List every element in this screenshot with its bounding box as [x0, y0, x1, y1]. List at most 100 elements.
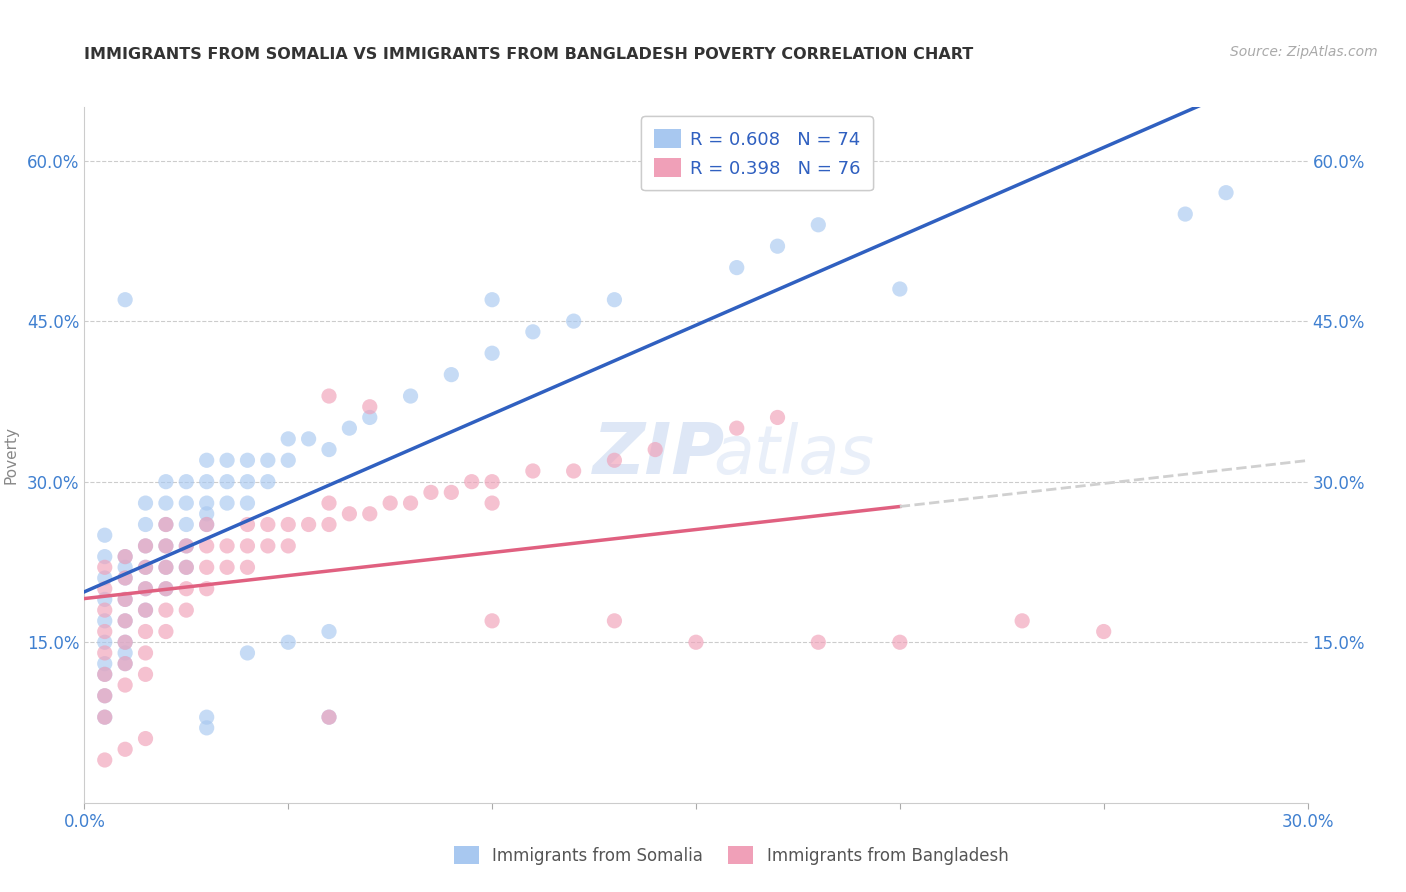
Point [318, 710, 340, 724]
Point [155, 582, 177, 596]
Point [359, 410, 381, 425]
Point [1215, 186, 1237, 200]
Point [562, 464, 585, 478]
Point [155, 517, 177, 532]
Point [195, 475, 218, 489]
Point [217, 539, 239, 553]
Point [155, 496, 177, 510]
Point [135, 646, 157, 660]
Point [114, 592, 136, 607]
Point [766, 239, 789, 253]
Point [155, 539, 177, 553]
Point [114, 549, 136, 564]
Point [135, 667, 157, 681]
Point [522, 325, 544, 339]
Point [217, 475, 239, 489]
Text: atlas: atlas [713, 422, 875, 488]
Point [1092, 624, 1115, 639]
Point [562, 314, 585, 328]
Point [195, 582, 218, 596]
Point [889, 635, 911, 649]
Point [236, 517, 259, 532]
Point [481, 293, 503, 307]
Point [135, 539, 157, 553]
Y-axis label: Poverty: Poverty [4, 425, 18, 484]
Point [725, 421, 748, 435]
Point [155, 517, 177, 532]
Point [114, 614, 136, 628]
Point [114, 571, 136, 585]
Point [440, 485, 463, 500]
Point [114, 646, 136, 660]
Point [93, 549, 117, 564]
Point [318, 624, 340, 639]
Point [277, 432, 299, 446]
Point [318, 442, 340, 457]
Point [522, 464, 544, 478]
Point [114, 678, 136, 692]
Point [93, 614, 117, 628]
Point [135, 517, 157, 532]
Legend: R = 0.608   N = 74, R = 0.398   N = 76: R = 0.608 N = 74, R = 0.398 N = 76 [641, 116, 873, 190]
Point [685, 635, 707, 649]
Point [257, 475, 280, 489]
Point [176, 517, 198, 532]
Point [318, 496, 340, 510]
Point [135, 603, 157, 617]
Point [135, 582, 157, 596]
Point [135, 624, 157, 639]
Point [236, 539, 259, 553]
Point [257, 453, 280, 467]
Point [176, 560, 198, 574]
Point [114, 560, 136, 574]
Point [195, 507, 218, 521]
Point [217, 496, 239, 510]
Point [359, 507, 381, 521]
Point [725, 260, 748, 275]
Point [93, 603, 117, 617]
Point [399, 496, 422, 510]
Point [176, 475, 198, 489]
Point [155, 539, 177, 553]
Point [114, 635, 136, 649]
Point [277, 517, 299, 532]
Point [114, 549, 136, 564]
Point [135, 560, 157, 574]
Point [195, 539, 218, 553]
Point [481, 614, 503, 628]
Point [93, 528, 117, 542]
Point [93, 571, 117, 585]
Point [135, 560, 157, 574]
Point [257, 517, 280, 532]
Point [155, 560, 177, 574]
Point [277, 453, 299, 467]
Point [155, 603, 177, 617]
Point [195, 517, 218, 532]
Point [257, 539, 280, 553]
Point [217, 453, 239, 467]
Point [93, 635, 117, 649]
Point [889, 282, 911, 296]
Point [195, 517, 218, 532]
Point [135, 731, 157, 746]
Point [114, 635, 136, 649]
Point [236, 646, 259, 660]
Point [114, 592, 136, 607]
Point [93, 582, 117, 596]
Point [93, 624, 117, 639]
Point [176, 560, 198, 574]
Point [155, 624, 177, 639]
Point [195, 721, 218, 735]
Legend: Immigrants from Somalia, Immigrants from Bangladesh: Immigrants from Somalia, Immigrants from… [444, 836, 1018, 875]
Point [1011, 614, 1033, 628]
Point [807, 218, 830, 232]
Point [135, 496, 157, 510]
Point [135, 539, 157, 553]
Point [298, 517, 321, 532]
Point [135, 582, 157, 596]
Point [807, 635, 830, 649]
Point [195, 496, 218, 510]
Point [176, 603, 198, 617]
Point [236, 453, 259, 467]
Point [359, 400, 381, 414]
